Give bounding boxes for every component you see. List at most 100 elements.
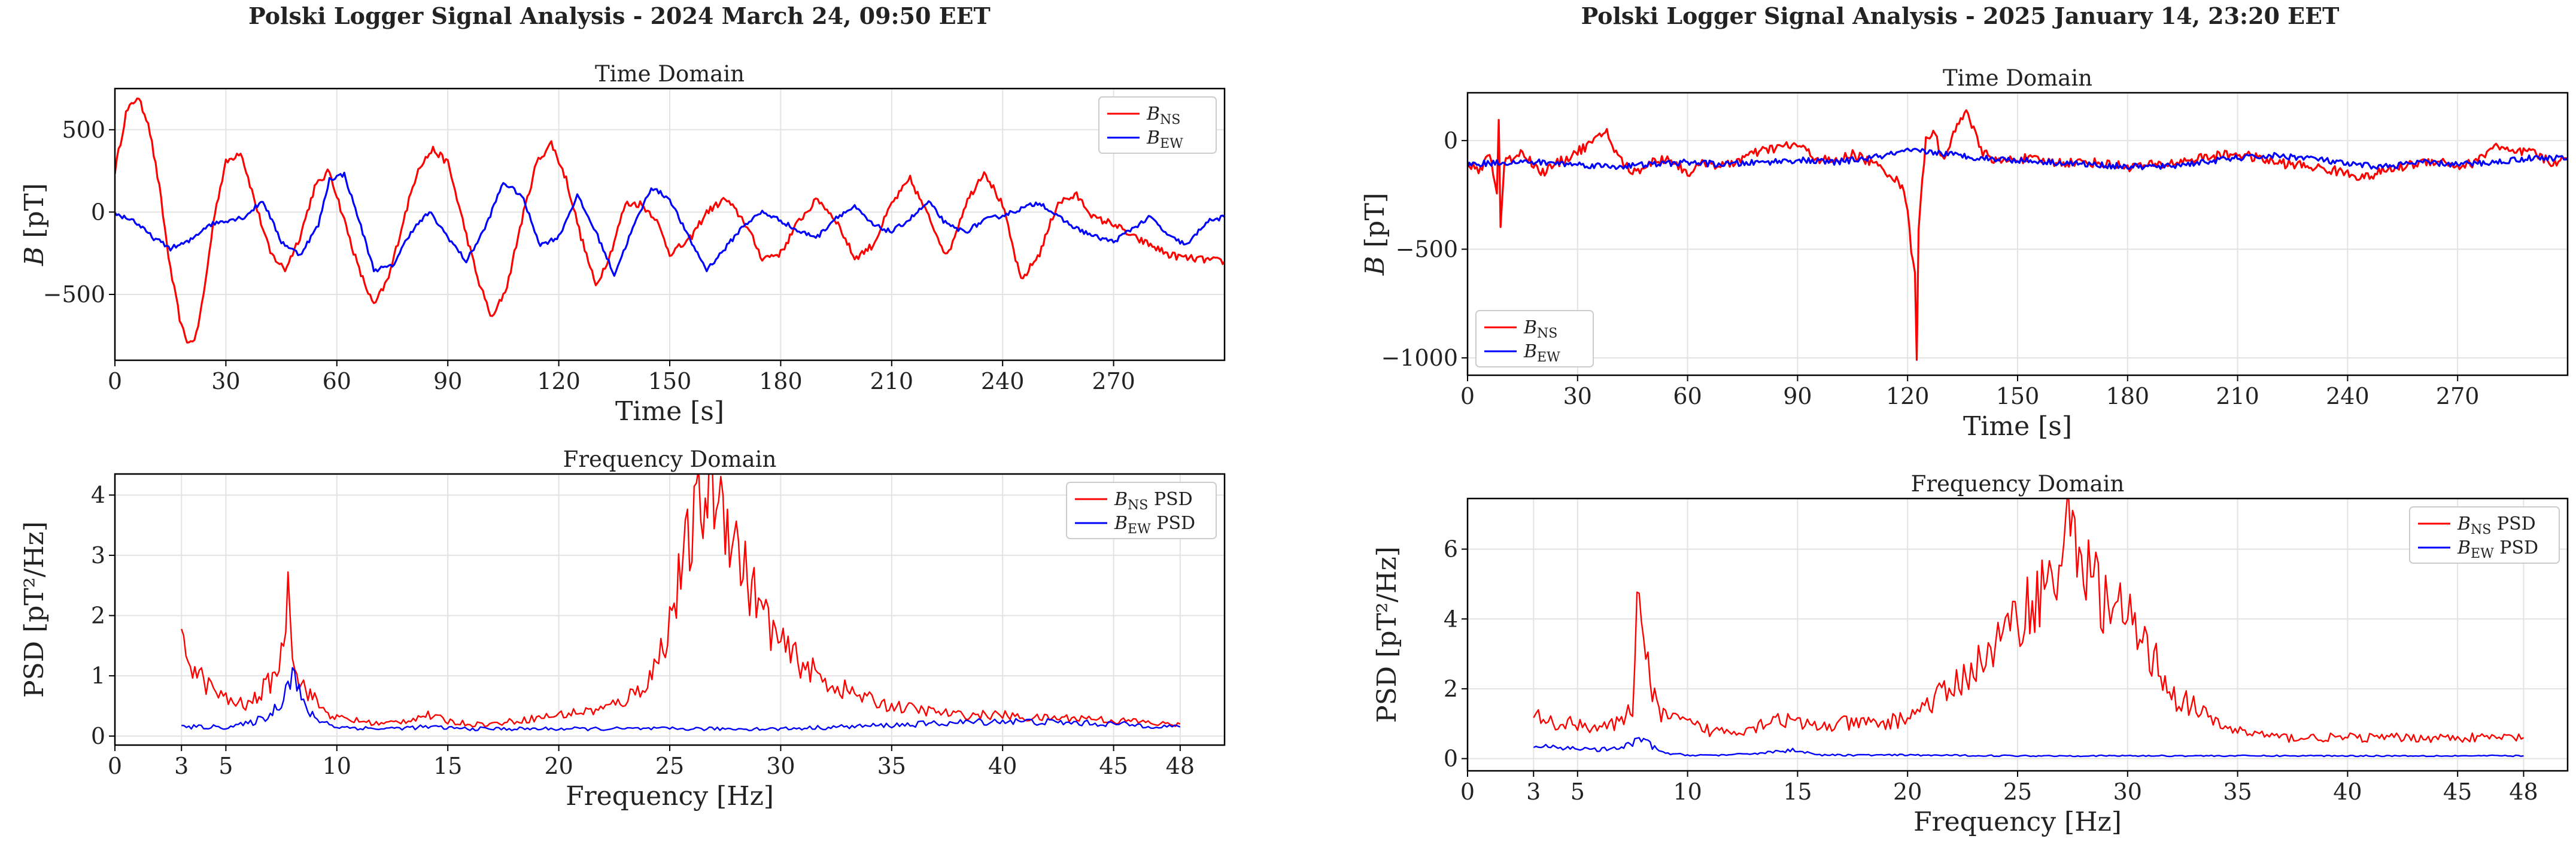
freq-2025-y-tick-label: 2: [1444, 676, 1458, 702]
time-2024-legend-label: BNS: [1146, 104, 1180, 127]
freq-2024-x-tick-label: 10: [323, 753, 351, 779]
freq-2025-x-tick-label: 0: [1460, 779, 1475, 805]
freq-2025-x-tick-label: 25: [2003, 779, 2032, 805]
freq-2024-x-tick-label: 0: [108, 753, 122, 779]
time-2024-axes-title: Time Domain: [595, 61, 745, 87]
freq-2024-x-tick-label: 15: [433, 753, 462, 779]
freq-2024-x-tick-label: 48: [1166, 753, 1195, 779]
time-2024-x-tick-label: 180: [759, 368, 803, 394]
freq-2025-legend-box: [2409, 506, 2560, 564]
time-2025-x-tick-label: 210: [2216, 383, 2259, 409]
time-domain-plot-2024: Time Domain 0 30 60 90 120 150 180 210 240 270 −500…: [19, 61, 1226, 427]
time-2024-legend-box: [1098, 96, 1217, 154]
freq-2025-x-tick-label: 45: [2443, 779, 2472, 805]
time-2024-x-tick-label: 120: [537, 368, 581, 394]
freq-2025-x-tick-label: 35: [2223, 779, 2252, 805]
time-2024-series-b-ew: [115, 172, 1225, 277]
freq-2024-x-tick-label: 45: [1099, 753, 1128, 779]
freq-2024-x-axis-label: Frequency [Hz]: [566, 781, 774, 812]
time-2024-x-tick-label: 0: [108, 368, 122, 394]
freq-2024-x-tick-label: 3: [174, 753, 189, 779]
figure-title-left: Polski Logger Signal Analysis - 2024 Mar…: [248, 2, 991, 29]
time-2025-y-axis-label: B [pT]: [1360, 193, 1390, 276]
time-2025-legend-label: BEW: [1523, 341, 1560, 365]
time-2025-x-axis-label: Time [s]: [1963, 411, 2072, 442]
freq-2024-y-tick-label: 1: [91, 662, 105, 689]
figure-title-right: Polski Logger Signal Analysis - 2025 Jan…: [1581, 2, 2340, 29]
freq-2025-x-tick-label: 10: [1673, 779, 1702, 805]
time-2025-legend-label: BNS: [1523, 317, 1557, 341]
freq-2025-x-tick-label: 15: [1783, 779, 1812, 805]
freq-2025-y-tick-label: 6: [1444, 536, 1458, 563]
time-2025-x-tick-label: 150: [1996, 383, 2040, 409]
time-2024-x-tick-label: 60: [323, 368, 351, 394]
freq-2025-y-tick-label: 4: [1444, 606, 1458, 632]
time-2024-x-tick-label: 90: [433, 368, 462, 394]
time-2024-y-axis-label: B [pT]: [19, 183, 50, 266]
time-2025-y-tick-label: −500: [1396, 236, 1458, 262]
time-2025-x-tick-label: 90: [1783, 383, 1812, 409]
freq-2024-y-tick-label: 2: [91, 603, 105, 629]
time-2025-x-tick-label: 180: [2106, 383, 2150, 409]
time-2025-axes-title: Time Domain: [1943, 65, 2092, 91]
freq-2024-x-tick-label: 40: [988, 753, 1017, 779]
time-2024-x-tick-label: 150: [648, 368, 692, 394]
freq-2024-x-tick-label: 25: [655, 753, 684, 779]
freq-2025-x-tick-label: 3: [1526, 779, 1541, 805]
freq-2024-y-tick-label: 3: [91, 542, 105, 569]
freq-2025-y-axis-label: PSD [pT²/Hz]: [1372, 546, 1402, 723]
time-2024-y-tick-label: 500: [62, 117, 105, 143]
time-2025-x-tick-label: 120: [1886, 383, 1930, 409]
freq-2024-legend-label: BNS PSD: [1114, 489, 1193, 513]
freq-2024-x-tick-label: 30: [766, 753, 795, 779]
freq-2024-legend-label: BEW PSD: [1114, 513, 1195, 537]
freq-2025-x-tick-label: 40: [2333, 779, 2362, 805]
time-2025-y-tick-label: 0: [1444, 127, 1458, 154]
time-2024-series-b-ns: [115, 98, 1225, 344]
time-2024-x-tick-label: 240: [981, 368, 1025, 394]
freq-2024-legend-box: [1066, 482, 1217, 539]
time-2025-series-b-ew: [1468, 147, 2568, 171]
time-2025-axes-frame: [1466, 92, 2569, 376]
time-2025-x-tick-label: 270: [2436, 383, 2480, 409]
freq-2024-axes-frame: [114, 473, 1226, 746]
freq-2025-series-b-ew-psd: [1533, 737, 2524, 758]
time-2024-x-tick-label: 270: [1092, 368, 1135, 394]
freq-2024-series-b-ns-psd: [181, 474, 1181, 728]
freq-2025-axes-title: Frequency Domain: [1911, 471, 2125, 497]
time-2024-legend-label: BEW: [1146, 127, 1183, 151]
time-2025-legend-box: [1475, 310, 1594, 367]
freq-2025-y-tick-label: 0: [1444, 746, 1458, 772]
freq-2025-series-b-ns-psd: [1533, 499, 2525, 743]
freq-2024-y-tick-label: 0: [91, 723, 105, 749]
time-2025-x-tick-label: 0: [1460, 383, 1475, 409]
time-2024-y-tick-label: −500: [43, 281, 105, 308]
freq-2024-x-tick-label: 35: [877, 753, 906, 779]
freq-2024-y-tick-label: 4: [91, 482, 105, 508]
freq-2025-x-tick-label: 5: [1570, 779, 1585, 805]
time-2024-x-axis-label: Time [s]: [615, 396, 724, 427]
time-2024-x-tick-label: 30: [211, 368, 240, 394]
freq-2025-x-tick-label: 30: [2113, 779, 2142, 805]
freq-2025-legend-label: BNS PSD: [2457, 513, 2536, 537]
freq-2024-y-axis-label: PSD [pT²/Hz]: [19, 521, 50, 698]
freq-2025-x-tick-label: 20: [1893, 779, 1922, 805]
time-2025-x-tick-label: 30: [1563, 383, 1592, 409]
freq-2025-x-axis-label: Frequency [Hz]: [1913, 807, 2122, 837]
time-2024-y-tick-label: 0: [91, 199, 105, 225]
time-2025-x-tick-label: 240: [2326, 383, 2370, 409]
time-2025-y-tick-label: −1000: [1381, 345, 1458, 371]
freq-2024-series-b-ew-psd: [181, 667, 1181, 731]
freq-2024-axes-title: Frequency Domain: [563, 446, 777, 472]
time-domain-plot-2025: Time Domain 0 30 60 90 120 150 180 210 240 270 −100…: [1360, 65, 2569, 442]
freq-2025-axes-frame: [1466, 497, 2569, 772]
freq-2024-x-tick-label: 5: [218, 753, 233, 779]
freq-2025-x-tick-label: 48: [2509, 779, 2538, 805]
time-2025-x-tick-label: 60: [1673, 383, 1702, 409]
